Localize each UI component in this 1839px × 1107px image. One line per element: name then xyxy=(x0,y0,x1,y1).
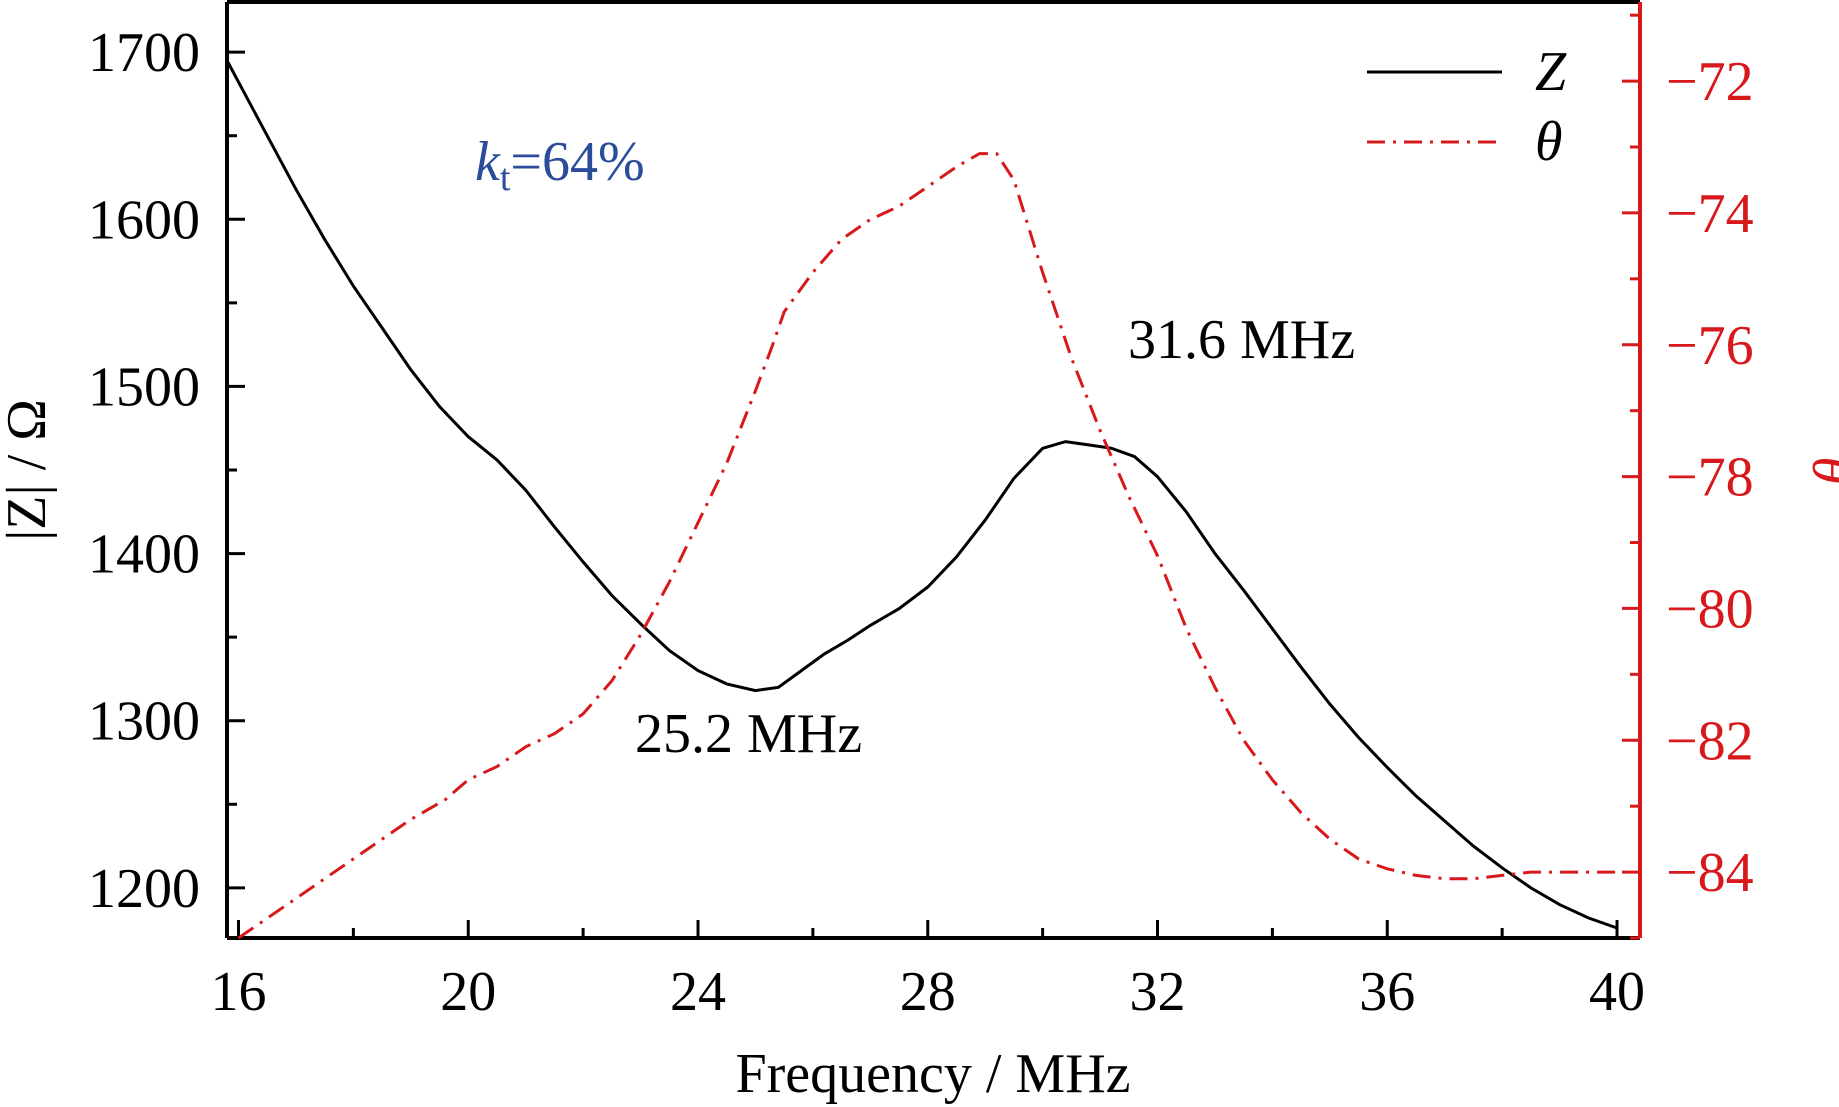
right-y-axis-title: θ xyxy=(1800,456,1839,484)
right-tick-label: −72 xyxy=(1666,51,1754,113)
legend: Z θ xyxy=(1367,41,1567,173)
kt-value: =64% xyxy=(510,131,644,193)
x-tick-label: 32 xyxy=(1130,961,1186,1023)
right-tick-label: −80 xyxy=(1666,578,1754,640)
series-line-z xyxy=(225,59,1618,930)
x-axis-ticks xyxy=(236,920,1619,938)
min-frequency-label: 25.2 MHz xyxy=(635,703,862,765)
left-y-tick-labels: 1200 1300 1400 1500 1600 1700 xyxy=(88,22,200,920)
left-tick-label: 1200 xyxy=(88,858,200,920)
right-y-tick-labels: −84 −82 −80 −78 −76 −74 −72 xyxy=(1666,51,1754,904)
right-tick-label: −82 xyxy=(1666,710,1754,772)
max-frequency-label: 31.6 MHz xyxy=(1128,309,1355,371)
kt-symbol: k xyxy=(475,131,501,193)
kt-annotation: kt=64% xyxy=(475,131,645,199)
x-tick-labels: 16 20 24 28 32 36 40 xyxy=(210,961,1645,1023)
series-line-theta xyxy=(237,152,1617,940)
left-tick-label: 1600 xyxy=(88,189,200,251)
legend-label-z: Z xyxy=(1535,41,1567,103)
left-y-axis-ticks xyxy=(227,50,245,890)
x-tick-label: 28 xyxy=(900,961,956,1023)
right-tick-label: −78 xyxy=(1666,447,1754,509)
right-y-axis-ticks xyxy=(1622,13,1640,940)
left-tick-label: 1400 xyxy=(88,524,200,586)
x-tick-label: 40 xyxy=(1589,961,1645,1023)
left-tick-label: 1500 xyxy=(88,356,200,418)
x-tick-label: 24 xyxy=(670,961,726,1023)
x-tick-label: 16 xyxy=(210,961,266,1023)
right-tick-label: −76 xyxy=(1666,315,1754,377)
left-y-axis-title: |Z| / Ω xyxy=(0,399,58,541)
left-tick-label: 1300 xyxy=(88,691,200,753)
kt-subscript: t xyxy=(500,157,511,199)
right-tick-label: −74 xyxy=(1666,183,1754,245)
x-tick-label: 36 xyxy=(1359,961,1415,1023)
left-tick-label: 1700 xyxy=(88,22,200,84)
x-axis-title: Frequency / MHz xyxy=(735,1043,1130,1105)
x-tick-label: 20 xyxy=(440,961,496,1023)
right-tick-label: −84 xyxy=(1666,842,1754,904)
legend-label-theta: θ xyxy=(1535,111,1563,173)
